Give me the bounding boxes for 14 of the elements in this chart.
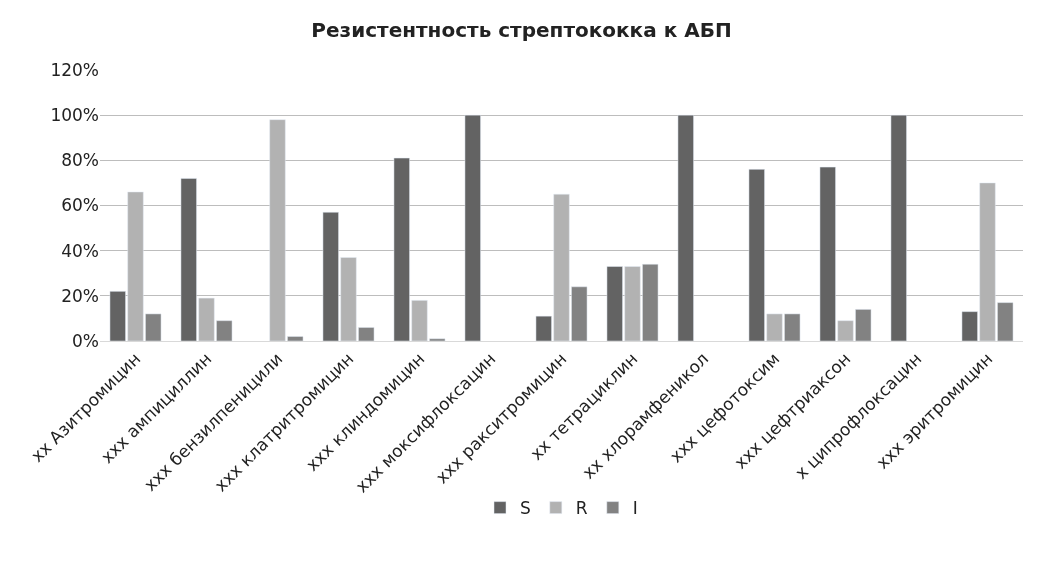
bar xyxy=(677,114,694,341)
legend-label: I xyxy=(632,498,638,519)
legend-label: R xyxy=(575,498,588,519)
y-tick-label: 0% xyxy=(72,330,99,351)
y-tick-label: 100% xyxy=(50,105,99,126)
bar xyxy=(890,114,907,341)
y-tick-label: 40% xyxy=(61,240,99,261)
legend-label: S xyxy=(520,498,531,519)
y-tick-label: 60% xyxy=(61,195,99,216)
bar xyxy=(464,114,481,341)
y-tick-label: 20% xyxy=(61,285,99,306)
y-tick-label: 80% xyxy=(61,150,99,171)
y-tick-label: 120% xyxy=(50,59,99,80)
chart-title: Резистентность стрептококка к АБП xyxy=(311,18,732,43)
